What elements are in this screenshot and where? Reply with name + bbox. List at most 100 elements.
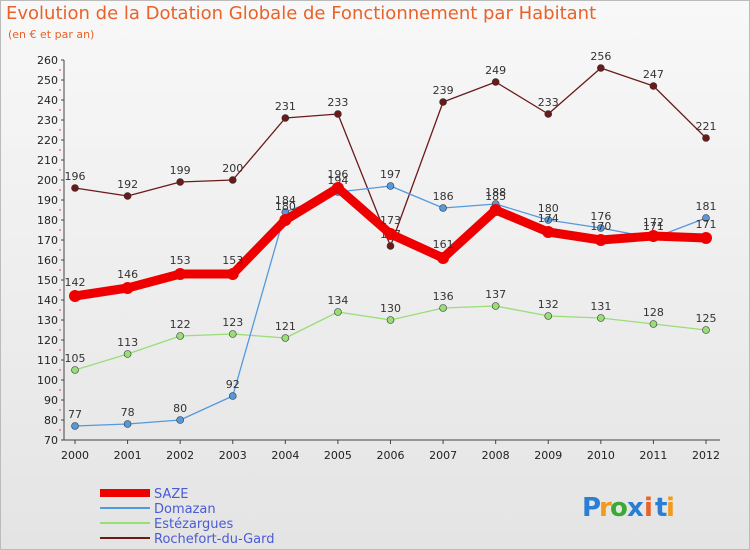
y-tick-label: 140 — [37, 294, 58, 307]
series-line — [74, 183, 707, 301]
data-label: 173 — [380, 214, 401, 227]
logo-letter: o — [610, 493, 628, 523]
y-tick-label: 120 — [37, 334, 58, 347]
x-tick-label: 2005 — [324, 449, 352, 462]
data-label: 122 — [170, 318, 191, 331]
data-label: 132 — [538, 298, 559, 311]
y-tick-label: 110 — [37, 354, 58, 367]
y-tick-label: 220 — [37, 134, 58, 147]
x-tick-label: 2001 — [114, 449, 142, 462]
legend-label: SAZE — [154, 487, 189, 502]
y-tick-label: 130 — [37, 314, 58, 327]
data-label: 142 — [65, 276, 86, 289]
data-label: 153 — [170, 254, 191, 267]
data-label: 153 — [222, 254, 243, 267]
data-point — [71, 422, 79, 430]
data-label: 172 — [643, 216, 664, 229]
y-tick-label: 230 — [37, 114, 58, 127]
data-point — [439, 204, 447, 212]
data-label: 113 — [117, 336, 138, 349]
data-point — [174, 268, 187, 280]
data-point — [386, 316, 395, 324]
data-point — [281, 114, 290, 122]
data-point — [647, 230, 660, 242]
data-label: 233 — [327, 96, 348, 109]
x-tick-label: 2003 — [219, 449, 247, 462]
y-tick-label: 100 — [37, 374, 58, 387]
y-tick-label: 240 — [37, 94, 58, 107]
y-tick-label: 150 — [37, 274, 58, 287]
data-label: 194 — [327, 174, 348, 187]
data-point — [597, 64, 605, 72]
data-label: 134 — [327, 294, 348, 307]
data-point — [71, 184, 79, 192]
data-label: 131 — [590, 300, 611, 313]
data-point — [69, 290, 81, 302]
data-point — [123, 192, 132, 200]
x-tick-label: 2008 — [482, 449, 510, 462]
data-label: 146 — [117, 268, 138, 281]
chart-title: Evolution de la Dotation Globale de Fonc… — [6, 3, 597, 24]
data-point — [384, 228, 397, 240]
y-tick-label: 260 — [37, 54, 58, 67]
data-label: 256 — [590, 50, 611, 63]
logo-letter: t — [655, 493, 667, 523]
data-point — [649, 82, 658, 90]
data-point — [281, 334, 290, 342]
data-point — [176, 416, 184, 424]
y-tick-label: 180 — [37, 214, 58, 227]
data-label: 171 — [643, 220, 664, 233]
logo-letter: i — [644, 493, 653, 523]
data-point — [597, 224, 605, 232]
data-point — [226, 268, 239, 280]
data-point — [544, 216, 553, 224]
data-point — [176, 332, 184, 340]
data-label: 77 — [68, 408, 82, 421]
data-label: 123 — [222, 316, 243, 329]
data-point — [121, 282, 134, 294]
data-label: 80 — [173, 402, 187, 415]
x-tick-label: 2000 — [61, 449, 89, 462]
data-label: 180 — [538, 202, 559, 215]
data-point — [439, 304, 447, 312]
data-point — [71, 366, 79, 374]
data-label: 176 — [590, 210, 611, 223]
data-point — [544, 312, 553, 320]
data-label: 128 — [643, 306, 664, 319]
data-point — [594, 234, 607, 246]
x-tick-label: 2012 — [692, 449, 720, 462]
data-label: 184 — [275, 194, 296, 207]
y-tick-label: 70 — [44, 434, 58, 447]
y-tick-label: 210 — [37, 154, 58, 167]
data-label: 221 — [696, 120, 717, 133]
logo-letter: i — [666, 493, 675, 523]
data-point — [331, 182, 344, 194]
data-label: 197 — [380, 168, 401, 181]
x-tick-label: 2004 — [271, 449, 299, 462]
data-label: 239 — [433, 84, 454, 97]
y-tick-label: 200 — [37, 174, 58, 187]
data-point — [228, 392, 237, 400]
data-point — [437, 252, 450, 264]
data-label: 185 — [485, 190, 506, 203]
data-point — [386, 242, 395, 250]
data-point — [123, 420, 132, 428]
data-point — [649, 320, 658, 328]
data-label: 174 — [538, 212, 559, 225]
y-tick-label: 90 — [44, 394, 58, 407]
legend-label: Rochefort-du-Gard — [154, 532, 275, 547]
y-tick-label: 160 — [37, 254, 58, 267]
data-label: 196 — [65, 170, 86, 183]
data-label: 121 — [275, 320, 296, 333]
data-label: 92 — [226, 378, 240, 391]
data-label: 180 — [275, 200, 296, 213]
data-label: 136 — [433, 290, 454, 303]
data-point — [542, 226, 555, 238]
data-label: 161 — [433, 238, 454, 251]
data-point — [544, 110, 553, 118]
data-label: 188 — [485, 186, 506, 199]
series-line — [74, 305, 707, 371]
data-point — [702, 134, 710, 142]
data-point — [334, 308, 342, 316]
